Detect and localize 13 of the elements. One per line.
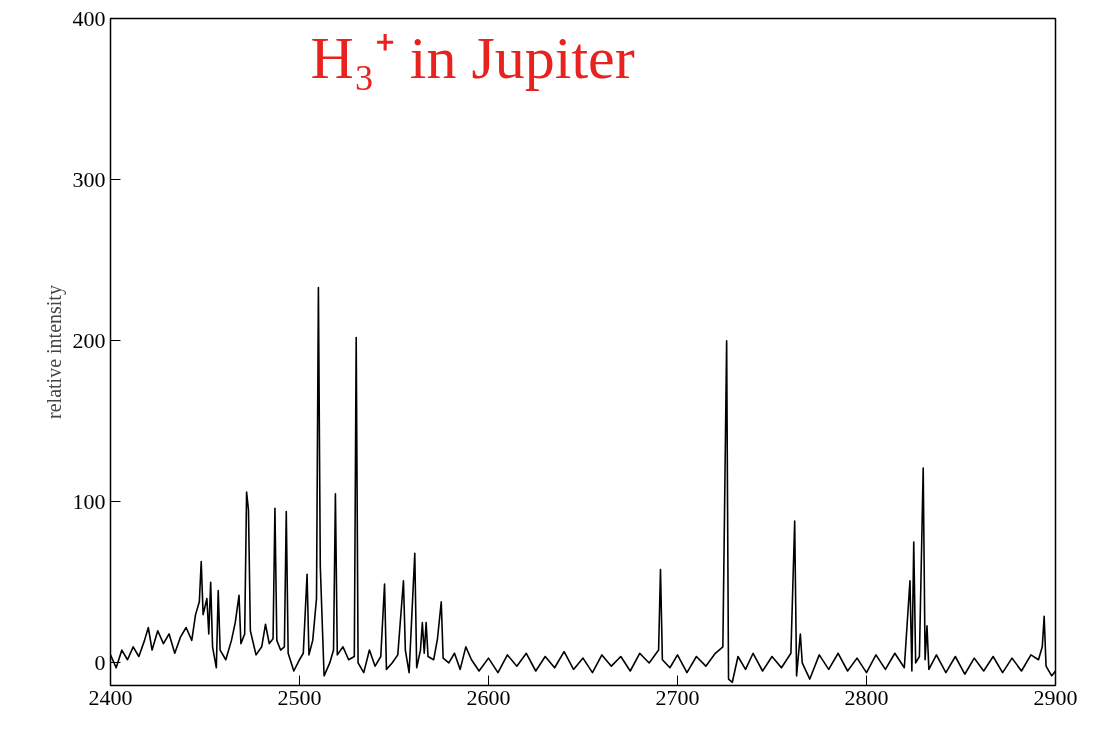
x-tick-label: 2600: [466, 684, 511, 710]
chart-title: H₃⁺ in Jupiter: [310, 24, 635, 91]
x-tick-label: 2700: [655, 684, 700, 710]
y-tick-label: 200: [72, 327, 106, 353]
y-tick-label: 100: [72, 488, 106, 514]
x-tick-label: 2500: [277, 684, 322, 710]
x-tick-label: 2400: [88, 684, 133, 710]
x-tick-label: 2800: [844, 684, 889, 710]
y-tick-label: 400: [72, 5, 106, 31]
y-tick-label: 300: [72, 166, 106, 192]
y-axis-title: relative intensity: [42, 285, 66, 419]
y-tick-label: 0: [94, 649, 106, 675]
x-tick-label: 2900: [1033, 684, 1078, 710]
